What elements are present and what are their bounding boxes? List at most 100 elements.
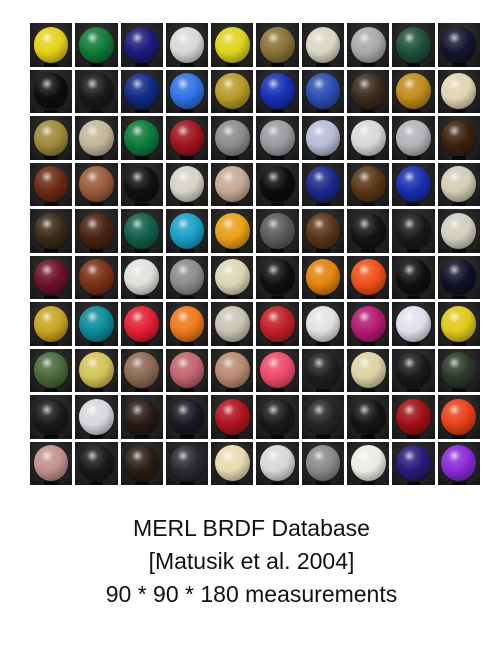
material-tile xyxy=(392,302,435,346)
material-tile xyxy=(256,69,299,113)
material-tile xyxy=(75,162,118,206)
material-sphere xyxy=(124,26,160,63)
material-tile xyxy=(437,23,480,67)
material-sphere xyxy=(305,73,341,110)
material-sphere xyxy=(441,259,477,296)
material-tile xyxy=(301,395,345,439)
material-sphere xyxy=(350,398,386,435)
material-sphere xyxy=(124,352,160,389)
material-sphere xyxy=(305,305,341,342)
material-sphere xyxy=(396,305,431,342)
material-tile xyxy=(120,23,163,67)
material-sphere xyxy=(214,259,250,296)
material-tile xyxy=(75,395,118,439)
material-tile xyxy=(301,255,345,299)
material-tile xyxy=(211,441,254,485)
material-sphere xyxy=(214,352,250,389)
material-sphere xyxy=(350,445,386,482)
material-tile xyxy=(256,302,299,346)
material-tile xyxy=(347,209,390,253)
material-tile xyxy=(165,441,209,485)
material-tile xyxy=(75,116,118,160)
material-sphere xyxy=(33,212,69,249)
material-tile xyxy=(211,116,254,160)
material-tile xyxy=(30,116,73,160)
material-sphere xyxy=(33,445,69,482)
material-sphere xyxy=(260,305,295,342)
material-tile xyxy=(392,69,435,113)
material-tile xyxy=(120,302,163,346)
material-sphere xyxy=(79,26,114,63)
material-tile xyxy=(256,255,299,299)
material-sphere xyxy=(214,73,250,110)
material-tile xyxy=(256,395,299,439)
material-tile xyxy=(30,255,73,299)
material-tile xyxy=(347,395,390,439)
material-tile xyxy=(165,69,209,113)
material-tile xyxy=(437,302,480,346)
material-tile xyxy=(120,116,163,160)
material-sphere xyxy=(305,259,341,296)
material-sphere xyxy=(33,119,69,156)
material-sphere xyxy=(441,166,477,203)
material-sphere xyxy=(214,26,250,63)
material-sphere xyxy=(350,212,386,249)
material-tile xyxy=(211,395,254,439)
material-tile xyxy=(75,69,118,113)
material-sphere xyxy=(79,119,114,156)
material-sphere xyxy=(260,26,295,63)
material-sphere xyxy=(305,119,341,156)
material-tile xyxy=(392,23,435,67)
material-sphere xyxy=(79,398,114,435)
material-sphere xyxy=(79,166,114,203)
material-tile xyxy=(347,441,390,485)
material-sphere xyxy=(214,305,250,342)
material-sphere xyxy=(79,212,114,249)
material-sphere xyxy=(214,398,250,435)
material-sphere xyxy=(124,119,160,156)
material-sphere xyxy=(169,73,205,110)
material-tile xyxy=(30,162,73,206)
material-tile xyxy=(301,209,345,253)
material-tile xyxy=(211,302,254,346)
material-sphere xyxy=(441,398,477,435)
material-tile xyxy=(256,209,299,253)
material-tile xyxy=(30,69,73,113)
material-tile xyxy=(120,162,163,206)
material-tile xyxy=(211,23,254,67)
material-tile xyxy=(120,69,163,113)
material-sphere xyxy=(214,212,250,249)
material-sphere xyxy=(396,212,431,249)
material-sphere xyxy=(260,259,295,296)
material-sphere xyxy=(33,26,69,63)
material-sphere xyxy=(305,445,341,482)
material-tile xyxy=(165,255,209,299)
material-sphere xyxy=(169,445,205,482)
material-sphere xyxy=(441,26,477,63)
material-sphere xyxy=(350,166,386,203)
material-tile xyxy=(347,302,390,346)
material-tile xyxy=(30,348,73,392)
material-tile xyxy=(437,255,480,299)
material-sphere xyxy=(33,259,69,296)
material-tile xyxy=(256,23,299,67)
material-tile xyxy=(347,348,390,392)
material-sphere xyxy=(305,166,341,203)
material-tile xyxy=(392,348,435,392)
material-tile xyxy=(30,302,73,346)
material-sphere xyxy=(33,398,69,435)
material-tile xyxy=(30,441,73,485)
material-sphere xyxy=(214,166,250,203)
material-tile xyxy=(347,255,390,299)
material-tile xyxy=(75,348,118,392)
material-sphere xyxy=(350,119,386,156)
material-sphere xyxy=(305,352,341,389)
material-sphere xyxy=(396,166,431,203)
material-tile xyxy=(392,116,435,160)
material-sphere xyxy=(441,73,477,110)
material-sphere xyxy=(260,119,295,156)
material-tile xyxy=(75,209,118,253)
material-sphere xyxy=(169,259,205,296)
material-tile xyxy=(301,116,345,160)
material-tile xyxy=(437,116,480,160)
